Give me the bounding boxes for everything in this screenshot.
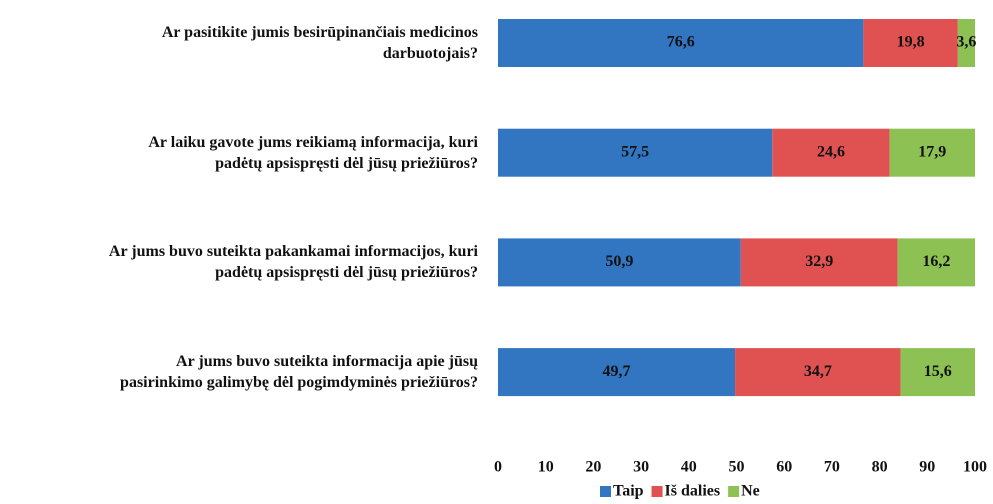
x-tick-label: 0 (494, 459, 502, 476)
x-tick-label: 30 (633, 459, 649, 476)
value-label: 3,6 (956, 34, 976, 51)
value-label: 17,9 (918, 143, 946, 160)
bar-segment (863, 19, 958, 67)
bar-segment (889, 128, 975, 177)
bar-segment (498, 238, 741, 287)
x-tick-label: 100 (963, 459, 987, 476)
bar-segment (772, 128, 890, 177)
bar-segment (498, 128, 773, 177)
legend-swatch (728, 486, 740, 497)
bar-segment (498, 348, 736, 397)
x-tick-label: 70 (824, 459, 840, 476)
x-tick-label: 50 (729, 459, 745, 476)
value-label: 34,7 (804, 363, 832, 380)
category-label: Ar jums buvo suteikta pakankamai informa… (108, 243, 478, 282)
bar-segment (498, 19, 864, 67)
legend-label: Taip (613, 483, 644, 500)
value-label: 16,2 (922, 253, 950, 270)
value-label: 15,6 (924, 363, 952, 380)
bar-segment (740, 238, 898, 287)
legend-label: Iš dalies (665, 483, 721, 500)
value-label: 32,9 (805, 253, 833, 270)
bar-segment (897, 238, 975, 287)
value-label: 76,6 (667, 34, 695, 51)
bar-segment (735, 348, 901, 397)
bar-segment (900, 348, 975, 397)
value-label: 50,9 (605, 253, 633, 270)
x-tick-label: 20 (585, 459, 601, 476)
x-tick-label: 90 (919, 459, 935, 476)
value-label: 24,6 (817, 143, 845, 160)
value-label: 49,7 (603, 363, 631, 380)
x-tick-label: 10 (538, 459, 554, 476)
value-label: 57,5 (621, 143, 649, 160)
x-tick-label: 60 (776, 459, 792, 476)
x-tick-label: 40 (681, 459, 697, 476)
legend-swatch (651, 486, 663, 497)
category-label: Ar laiku gavote jums reikiamą informacij… (148, 133, 478, 172)
category-label: Ar jums buvo suteikta informacija apie j… (120, 353, 478, 392)
x-tick-label: 80 (872, 459, 888, 476)
bar-segment (957, 19, 975, 67)
value-label: 19,8 (897, 34, 925, 51)
category-label: Ar pasitikite jumis besirūpinančiais med… (161, 24, 478, 62)
legend-label: Ne (741, 483, 760, 500)
legend-swatch (600, 486, 611, 497)
